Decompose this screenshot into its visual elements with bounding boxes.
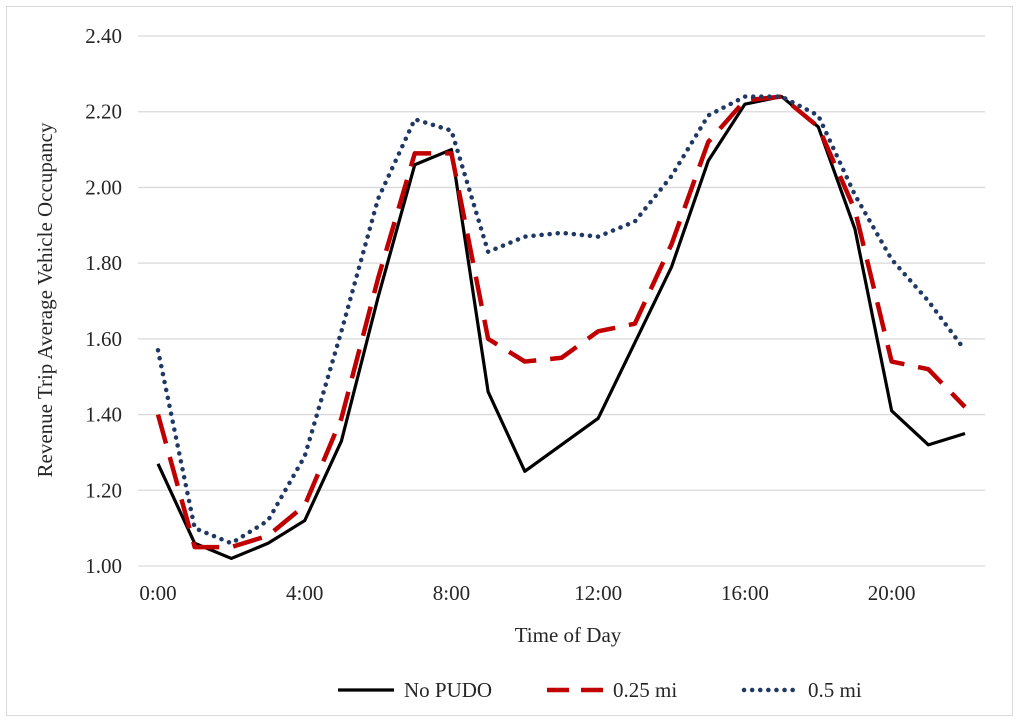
y-tick-label: 1.60 [85,327,122,351]
x-tick-label: 8:00 [433,581,470,605]
legend-label-2: 0.25 mi [613,678,677,702]
series-line-3 [155,94,968,546]
x-tick-label: 20:00 [868,581,916,605]
series-line-2 [155,94,967,550]
legend-label-3: 0.5 mi [808,678,862,702]
series-line-1 [156,94,966,561]
y-axis-title: Revenue Trip Average Vehicle Occupancy [33,122,57,477]
chart-frame [6,6,1013,716]
x-tick-labels: 0:00 4:00 8:00 12:00 16:00 20:00 [139,581,915,605]
x-axis-title: Time of Day [515,623,622,647]
y-tick-label: 1.00 [85,554,122,578]
x-tick-label: 0:00 [139,581,176,605]
y-tick-label: 2.40 [85,24,122,48]
y-tick-label: 2.00 [85,175,122,199]
x-tick-label: 4:00 [286,581,323,605]
legend-label-1: No PUDO [404,678,492,702]
y-tick-label: 1.40 [85,403,122,427]
y-tick-labels: 1.00 1.20 1.40 1.60 1.80 2.00 2.20 2.40 [85,24,122,578]
x-tick-label: 12:00 [574,581,622,605]
series-lines [155,94,968,561]
y-tick-label: 1.20 [85,478,122,502]
gridlines [138,35,985,567]
x-tick-label: 16:00 [721,581,769,605]
legend: No PUDO 0.25 mi 0.5 mi [338,678,862,702]
y-tick-label: 2.20 [85,100,122,124]
y-tick-label: 1.80 [85,251,122,275]
